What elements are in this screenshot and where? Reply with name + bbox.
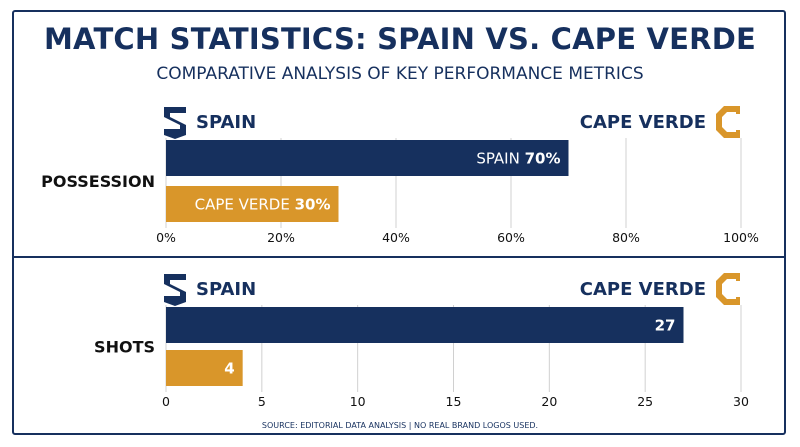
tick-label: 0%: [156, 230, 176, 245]
tick-label: 5: [258, 394, 266, 409]
cape-verde-c-icon: [716, 273, 740, 305]
tick-label: 25: [637, 394, 653, 409]
spain-shield-shape: [164, 274, 186, 306]
tick-label: 20%: [267, 230, 295, 245]
team-label-cape-verde: CAPE VERDE: [580, 279, 706, 300]
data-label-cape-verde: CAPE VERDE 30%: [195, 196, 331, 214]
data-label-value: 4: [224, 360, 234, 378]
source-note: SOURCE: EDITORIAL DATA ANALYSIS | NO REA…: [261, 421, 539, 430]
data-label-spain: SPAIN 70%: [476, 150, 560, 168]
team-label-cape-verde: CAPE VERDE: [580, 112, 706, 133]
spain-shield-shape: [164, 107, 186, 139]
data-label-prefix: SPAIN: [476, 150, 524, 168]
spain-shield-icon: [164, 107, 186, 139]
metric-label: SHOTS: [94, 338, 155, 357]
chart-frame: [12, 10, 786, 435]
section-divider: [12, 256, 786, 258]
spain-shield-icon: [164, 274, 186, 306]
data-label-value: 30%: [295, 196, 331, 214]
team-label-spain: SPAIN: [196, 279, 256, 300]
page-subtitle: COMPARATIVE ANALYSIS OF KEY PERFORMANCE …: [156, 64, 644, 84]
bar-spain: [166, 307, 684, 343]
cape-verde-c-shape: [716, 106, 740, 138]
tick-label: 0: [162, 394, 170, 409]
tick-label: 30: [733, 394, 749, 409]
tick-label: 80%: [612, 230, 640, 245]
page-title: MATCH STATISTICS: SPAIN VS. CAPE VERDE: [44, 22, 756, 56]
tick-label: 15: [446, 394, 462, 409]
bar-cape-verde: [166, 186, 339, 222]
data-label-spain: 27: [655, 317, 676, 335]
metric-label: POSSESSION: [41, 172, 155, 191]
data-label-value: 70%: [525, 150, 561, 168]
cape-verde-c-shape: [716, 273, 740, 305]
data-label-value: 27: [655, 317, 676, 335]
bar-cape-verde: [166, 350, 243, 386]
cape-verde-c-icon: [716, 106, 740, 138]
team-label-spain: SPAIN: [196, 112, 256, 133]
bar-spain: [166, 140, 569, 176]
cape-verde-c-inner: [722, 112, 736, 132]
tick-label: 60%: [497, 230, 525, 245]
tick-label: 100%: [723, 230, 759, 245]
tick-label: 40%: [382, 230, 410, 245]
data-label-cape-verde: 4: [224, 360, 234, 378]
data-label-prefix: CAPE VERDE: [195, 196, 295, 214]
tick-label: 20: [541, 394, 557, 409]
cape-verde-c-inner: [722, 279, 736, 299]
tick-label: 10: [350, 394, 366, 409]
